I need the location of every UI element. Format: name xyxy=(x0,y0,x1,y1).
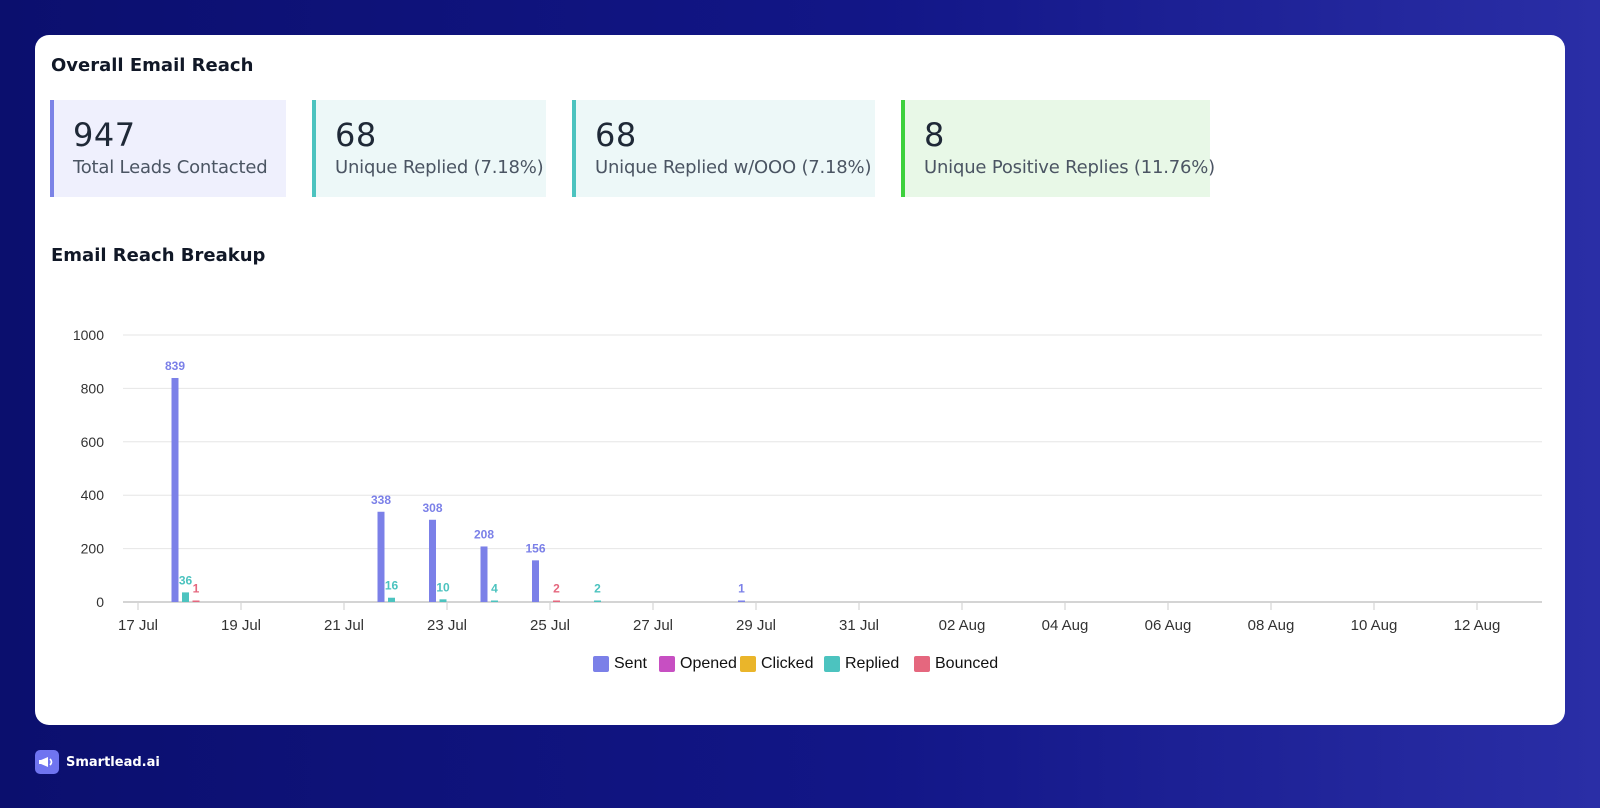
x-tick-label: 21 Jul xyxy=(324,617,364,634)
stat-value: 68 xyxy=(335,116,377,154)
data-label-sent: 839 xyxy=(165,359,185,373)
data-label-sent: 156 xyxy=(525,541,545,555)
y-tick-label: 800 xyxy=(81,380,105,396)
email-reach-chart-svg: 0 200 400 600 800 1000 17 Jul 19 Jul 21 Jul 23 Ju… xyxy=(73,327,1542,634)
bar-sent xyxy=(171,377,179,602)
x-tick-label: 17 Jul xyxy=(118,617,158,634)
x-tick-label: 19 Jul xyxy=(221,617,261,634)
bar-replied xyxy=(182,592,189,602)
data-label-sent: 208 xyxy=(474,527,494,541)
y-tick-label: 200 xyxy=(81,541,105,557)
overall-email-reach-title: Overall Email Reach xyxy=(51,55,254,76)
x-tick-label: 10 Aug xyxy=(1351,617,1398,634)
stat-value: 8 xyxy=(924,116,945,154)
bar-replied xyxy=(491,600,498,602)
brand-footer: Smartlead.ai xyxy=(35,750,160,774)
x-tick-label: 31 Jul xyxy=(839,617,879,634)
chart-legend: Sent Opened Clicked Replied Bounced xyxy=(35,655,1565,677)
x-tick-label: 12 Aug xyxy=(1454,617,1501,634)
y-tick-label: 0 xyxy=(96,594,104,610)
stat-unique-positive-replies: 8 Unique Positive Replies (11.76%) xyxy=(901,100,1215,197)
legend-swatch xyxy=(593,656,609,672)
legend-label: Clicked xyxy=(761,655,814,672)
stat-label: Unique Replied w/OOO (7.18%) xyxy=(595,157,872,178)
bar-replied xyxy=(439,599,447,602)
data-label-replied: 4 xyxy=(491,582,498,596)
legend-item-clicked[interactable]: Clicked xyxy=(740,655,813,673)
x-tick-label: 02 Aug xyxy=(939,617,986,634)
bar-sent xyxy=(480,546,488,602)
y-tick-label: 1000 xyxy=(73,327,104,343)
email-reach-breakup-title: Email Reach Breakup xyxy=(51,245,266,266)
legend-item-bounced[interactable]: Bounced xyxy=(914,655,998,673)
data-label-replied: 16 xyxy=(385,579,399,593)
y-tick-label: 600 xyxy=(81,434,105,450)
smartlead-logo-icon xyxy=(35,750,59,774)
stat-label: Total Leads Contacted xyxy=(73,157,268,178)
email-reach-chart: 0 200 400 600 800 1000 17 Jul 19 Jul 21 Jul 23 Ju… xyxy=(35,35,1565,659)
x-tick-label: 06 Aug xyxy=(1145,617,1192,634)
data-label-bounced: 2 xyxy=(553,582,560,596)
bar-sent xyxy=(429,519,436,602)
data-label-replied: 36 xyxy=(179,573,193,587)
bar-sent xyxy=(377,511,385,602)
stat-value: 947 xyxy=(73,116,136,154)
data-label-replied: 10 xyxy=(436,580,450,594)
legend-label: Sent xyxy=(614,655,647,672)
x-tick-label: 04 Aug xyxy=(1042,617,1089,634)
data-label-sent: 308 xyxy=(422,501,442,515)
stat-unique-replied-ooo: 68 Unique Replied w/OOO (7.18%) xyxy=(572,100,875,197)
bar-bounced xyxy=(192,600,200,602)
bar-replied xyxy=(388,597,395,602)
stat-total-leads-contacted: 947 Total Leads Contacted xyxy=(50,100,286,197)
x-tick-label: 27 Jul xyxy=(633,617,673,634)
x-tick-label: 29 Jul xyxy=(736,617,776,634)
bar-replied xyxy=(594,600,601,602)
stat-label: Unique Replied (7.18%) xyxy=(335,157,544,178)
x-tick-label: 08 Aug xyxy=(1248,617,1295,634)
legend-item-opened[interactable]: Opened xyxy=(659,655,737,673)
y-tick-label: 400 xyxy=(81,487,105,503)
data-label-bounced: 1 xyxy=(193,582,200,596)
legend-label: Bounced xyxy=(935,655,999,672)
data-label-sent: 1 xyxy=(738,582,745,596)
legend-swatch xyxy=(740,656,756,672)
data-label-sent: 338 xyxy=(371,493,391,507)
bar-bounced xyxy=(553,600,560,602)
brand-name: Smartlead.ai xyxy=(66,754,160,770)
x-tick-label: 23 Jul xyxy=(427,617,467,634)
stat-value: 68 xyxy=(595,116,637,154)
stat-label: Unique Positive Replies (11.76%) xyxy=(924,157,1215,178)
legend-label: Opened xyxy=(680,655,737,672)
legend-item-replied[interactable]: Replied xyxy=(824,655,899,673)
legend-label: Replied xyxy=(845,655,900,672)
overall-email-reach-card: Overall Email Reach 947 Total Leads Cont… xyxy=(35,35,1565,725)
bar-sent xyxy=(532,560,539,602)
legend-swatch xyxy=(824,656,840,672)
stat-unique-replied: 68 Unique Replied (7.18%) xyxy=(312,100,546,197)
legend-swatch xyxy=(914,656,930,672)
x-tick-label: 25 Jul xyxy=(530,617,570,634)
data-label-replied: 2 xyxy=(594,582,601,596)
legend-item-sent[interactable]: Sent xyxy=(593,655,647,673)
legend-swatch xyxy=(659,656,675,672)
bar-sent xyxy=(738,600,745,602)
